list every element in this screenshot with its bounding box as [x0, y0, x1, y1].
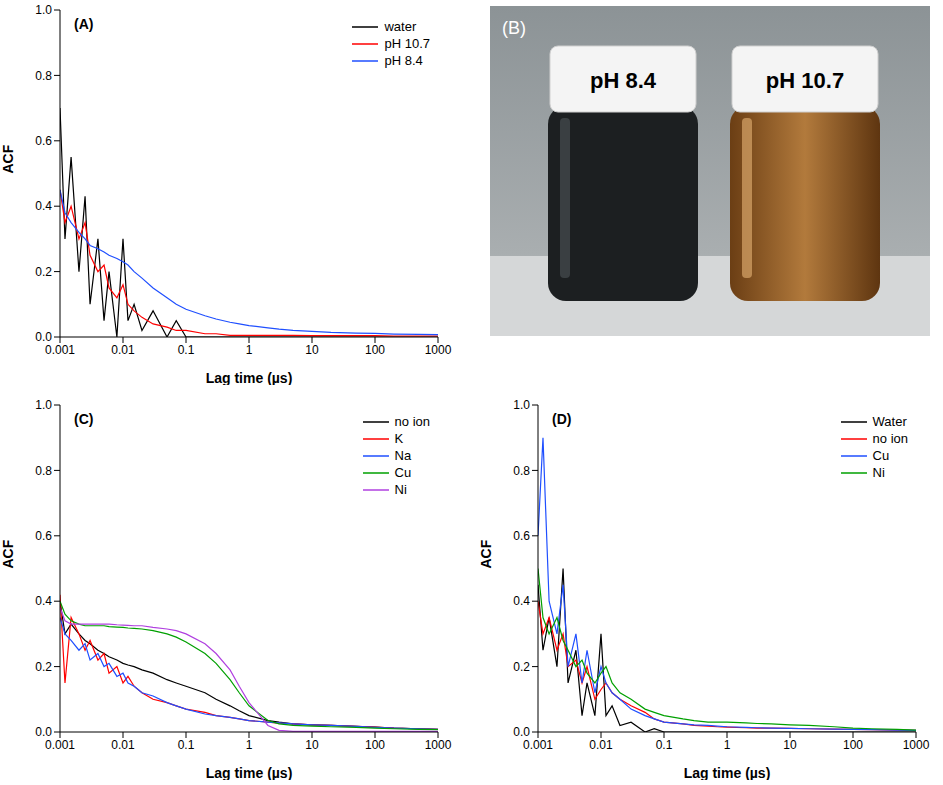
html-text:Cu: Cu [394, 465, 412, 480]
svg-text:Lag time (µs): Lag time (µs) [684, 765, 771, 780]
svg-text:ACF: ACF [0, 539, 16, 568]
html-text:Ni: Ni [872, 465, 885, 480]
svg-text:0.001: 0.001 [45, 738, 75, 752]
svg-text:0.0: 0.0 [35, 725, 52, 739]
html-text:no ion: no ion [394, 414, 430, 429]
svg-text:1.0: 1.0 [513, 398, 530, 412]
svg-text:1.0: 1.0 [35, 3, 52, 17]
svg-text:0.01: 0.01 [589, 738, 613, 752]
svg-text:0.1: 0.1 [178, 738, 195, 752]
svg-text:0.8: 0.8 [35, 464, 52, 478]
svg-text:ACF: ACF [0, 144, 16, 173]
svg-text:0.1: 0.1 [656, 738, 673, 752]
html-text:water: water [384, 19, 417, 34]
svg-text:1000: 1000 [903, 738, 930, 752]
svg-text:1.0: 1.0 [35, 398, 52, 412]
svg-text:100: 100 [843, 738, 863, 752]
svg-text:0.01: 0.01 [111, 343, 135, 357]
svg-text:0.001: 0.001 [523, 738, 553, 752]
html-text:K: K [394, 431, 404, 446]
html-text:(C): (C) [74, 411, 94, 427]
svg-text:0.0: 0.0 [513, 725, 530, 739]
html-text:Ni: Ni [394, 482, 407, 497]
html-text:(D): (D) [552, 411, 572, 427]
html-text:(A): (A) [74, 16, 94, 32]
html-text:Water: Water [872, 414, 907, 429]
svg-text:1000: 1000 [425, 343, 452, 357]
svg-text:0.2: 0.2 [513, 660, 530, 674]
svg-text:0.2: 0.2 [35, 660, 52, 674]
svg-text:0.6: 0.6 [35, 529, 52, 543]
svg-text:0.2: 0.2 [35, 265, 52, 279]
svg-text:10: 10 [305, 343, 319, 357]
svg-text:0.8: 0.8 [513, 464, 530, 478]
svg-text:pH 10.7: pH 10.7 [766, 68, 844, 93]
svg-text:Lag time (µs): Lag time (µs) [206, 370, 293, 385]
svg-text:0.0: 0.0 [35, 330, 52, 344]
svg-text:0.6: 0.6 [35, 134, 52, 148]
svg-text:ACF: ACF [478, 539, 494, 568]
svg-text:0.001: 0.001 [45, 343, 75, 357]
svg-text:0.01: 0.01 [111, 738, 135, 752]
svg-text:pH 8.4: pH 8.4 [590, 68, 657, 93]
svg-text:0.1: 0.1 [178, 343, 195, 357]
svg-text:100: 100 [365, 343, 385, 357]
html-text:no ion: no ion [872, 431, 908, 446]
html-text:Na: Na [394, 448, 412, 463]
svg-text:0.8: 0.8 [35, 69, 52, 83]
svg-text:1: 1 [246, 343, 253, 357]
svg-text:1000: 1000 [425, 738, 452, 752]
svg-text:0.4: 0.4 [513, 594, 530, 608]
html-text:Cu: Cu [872, 448, 890, 463]
svg-text:10: 10 [305, 738, 319, 752]
svg-text:10: 10 [783, 738, 797, 752]
svg-text:100: 100 [365, 738, 385, 752]
svg-text:0.6: 0.6 [513, 529, 530, 543]
svg-text:1: 1 [724, 738, 731, 752]
html-text:pH 8.4: pH 8.4 [384, 53, 423, 68]
html-text:pH 10.7: pH 10.7 [384, 36, 430, 51]
svg-text:Lag time (µs): Lag time (µs) [206, 765, 293, 780]
svg-text:0.4: 0.4 [35, 199, 52, 213]
svg-text:(B): (B) [502, 18, 526, 38]
svg-text:0.4: 0.4 [35, 594, 52, 608]
svg-text:1: 1 [246, 738, 253, 752]
